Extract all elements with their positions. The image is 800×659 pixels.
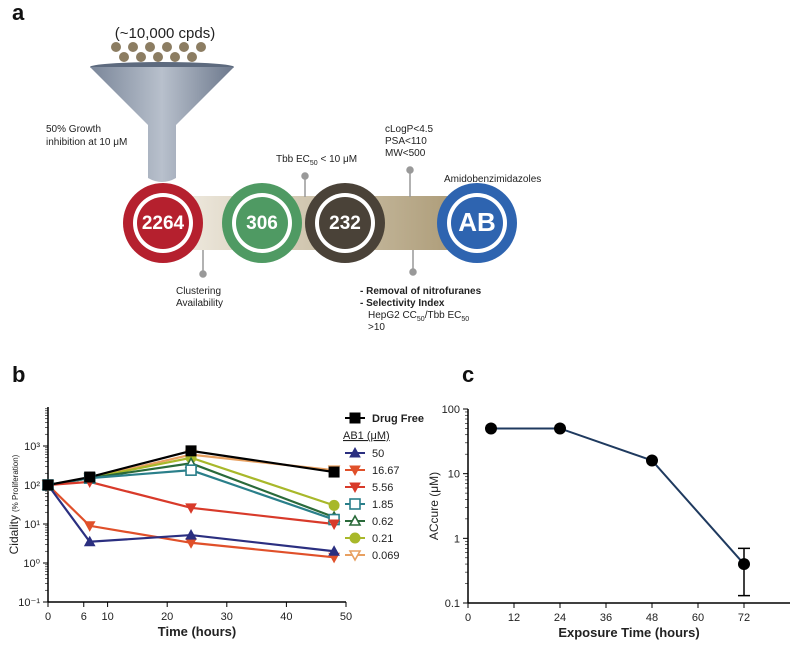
marker [328,466,340,478]
marker [349,498,361,510]
result-label: Amidobenzimidazoles [444,174,541,185]
x-tick-label: 0 [465,612,471,624]
node-core [451,197,503,249]
filter-label: cLogP<4.5 [385,124,434,135]
library-label: (~10,000 cpds) [115,25,215,42]
filter-label: Availability [176,298,223,309]
compound-dots [111,42,206,62]
node-label: 2264 [142,213,185,234]
panel-label: a [12,0,25,25]
y-tick-label: 10³ [24,441,40,453]
series-line [47,480,335,526]
series-line [47,484,335,559]
x-tick-label: 36 [600,612,612,624]
filter-label: PSA<110 [385,136,427,147]
marker [185,503,197,514]
legend-label: 0.069 [372,550,400,562]
marker [349,482,361,494]
y-axis-title: ACcure (μM) [427,472,441,540]
legend-label: 0.62 [372,516,393,528]
filter-label: >10 [368,322,385,333]
panel-label: c [462,362,474,387]
pins [199,166,417,278]
node-label: 232 [329,213,361,234]
x-tick-label: 12 [508,612,520,624]
y-tick-label: 10⁰ [23,558,40,570]
marker [328,499,340,511]
panel-label: b [12,362,25,387]
node-core [236,197,288,249]
marker [348,514,362,526]
series-line [47,484,335,553]
marker [84,471,96,483]
filter-label: - Removal of nitrofuranes [360,286,482,297]
marker [83,535,96,547]
marker [185,529,197,540]
x-tick-label: 60 [692,612,704,624]
legend-label: 16.67 [372,465,400,477]
y-tick-label: 0.1 [445,598,460,610]
legend-label: 0.21 [372,533,393,545]
x-axis-title: Time (hours) [158,624,237,639]
node-label: 306 [246,213,278,234]
filter-label: Tbb EC50 < 10 μM [276,154,357,167]
x-tick-label: 50 [340,611,352,623]
y-tick-label: 10² [24,480,40,492]
funnel [90,62,234,182]
x-tick-label: 10 [101,611,113,623]
y-tick-label: 10 [448,469,460,481]
x-tick-label: 72 [738,612,750,624]
x-tick-label: 30 [221,611,233,623]
node-core [137,197,189,249]
marker [349,465,361,477]
funnel-note: 50% Growth [46,124,101,135]
x-tick-label: 40 [280,611,292,623]
marker [485,422,497,435]
y-axis-title: Cidality(% Proliferation) [7,454,21,554]
series-line [491,427,745,565]
y-tick-label: 10⁻¹ [18,597,40,609]
legend-label: 5.56 [372,482,393,494]
marker [646,454,658,467]
filter-label: HepG2 CC50/Tbb EC50 [368,310,469,323]
x-tick-label: 0 [45,611,51,623]
y-tick-label: 100 [442,404,460,416]
nodes: 2264 306 232 AB [123,183,517,263]
marker [348,550,362,562]
legend-label: 50 [372,448,384,460]
filter-label: - Selectivity Index [360,298,445,309]
marker [328,545,340,556]
node-core [319,197,371,249]
marker [554,422,566,435]
funnel-note: inhibition at 10 μM [46,137,127,148]
legend-title: AB1 (μM) [343,430,390,442]
marker [185,445,197,457]
x-tick-label: 6 [81,611,87,623]
marker [42,479,54,491]
marker [83,521,96,532]
marker [349,412,361,424]
x-tick-label: 24 [554,612,566,624]
marker [349,532,361,544]
x-axis-title: Exposure Time (hours) [558,625,699,640]
filter-label: MW<500 [385,148,426,159]
x-tick-label: 48 [646,612,658,624]
x-tick-label: 20 [161,611,173,623]
y-tick-label: 10¹ [24,519,40,531]
marker [185,464,197,476]
y-tick-label: 1 [454,533,460,545]
node-label: AB [458,207,496,237]
series-line [47,449,335,487]
legend-label: 1.85 [372,499,393,511]
marker [349,446,361,458]
legend-label: Drug Free [372,413,424,425]
marker [328,519,340,531]
filter-label: Clustering [176,286,221,297]
marker [738,558,750,571]
